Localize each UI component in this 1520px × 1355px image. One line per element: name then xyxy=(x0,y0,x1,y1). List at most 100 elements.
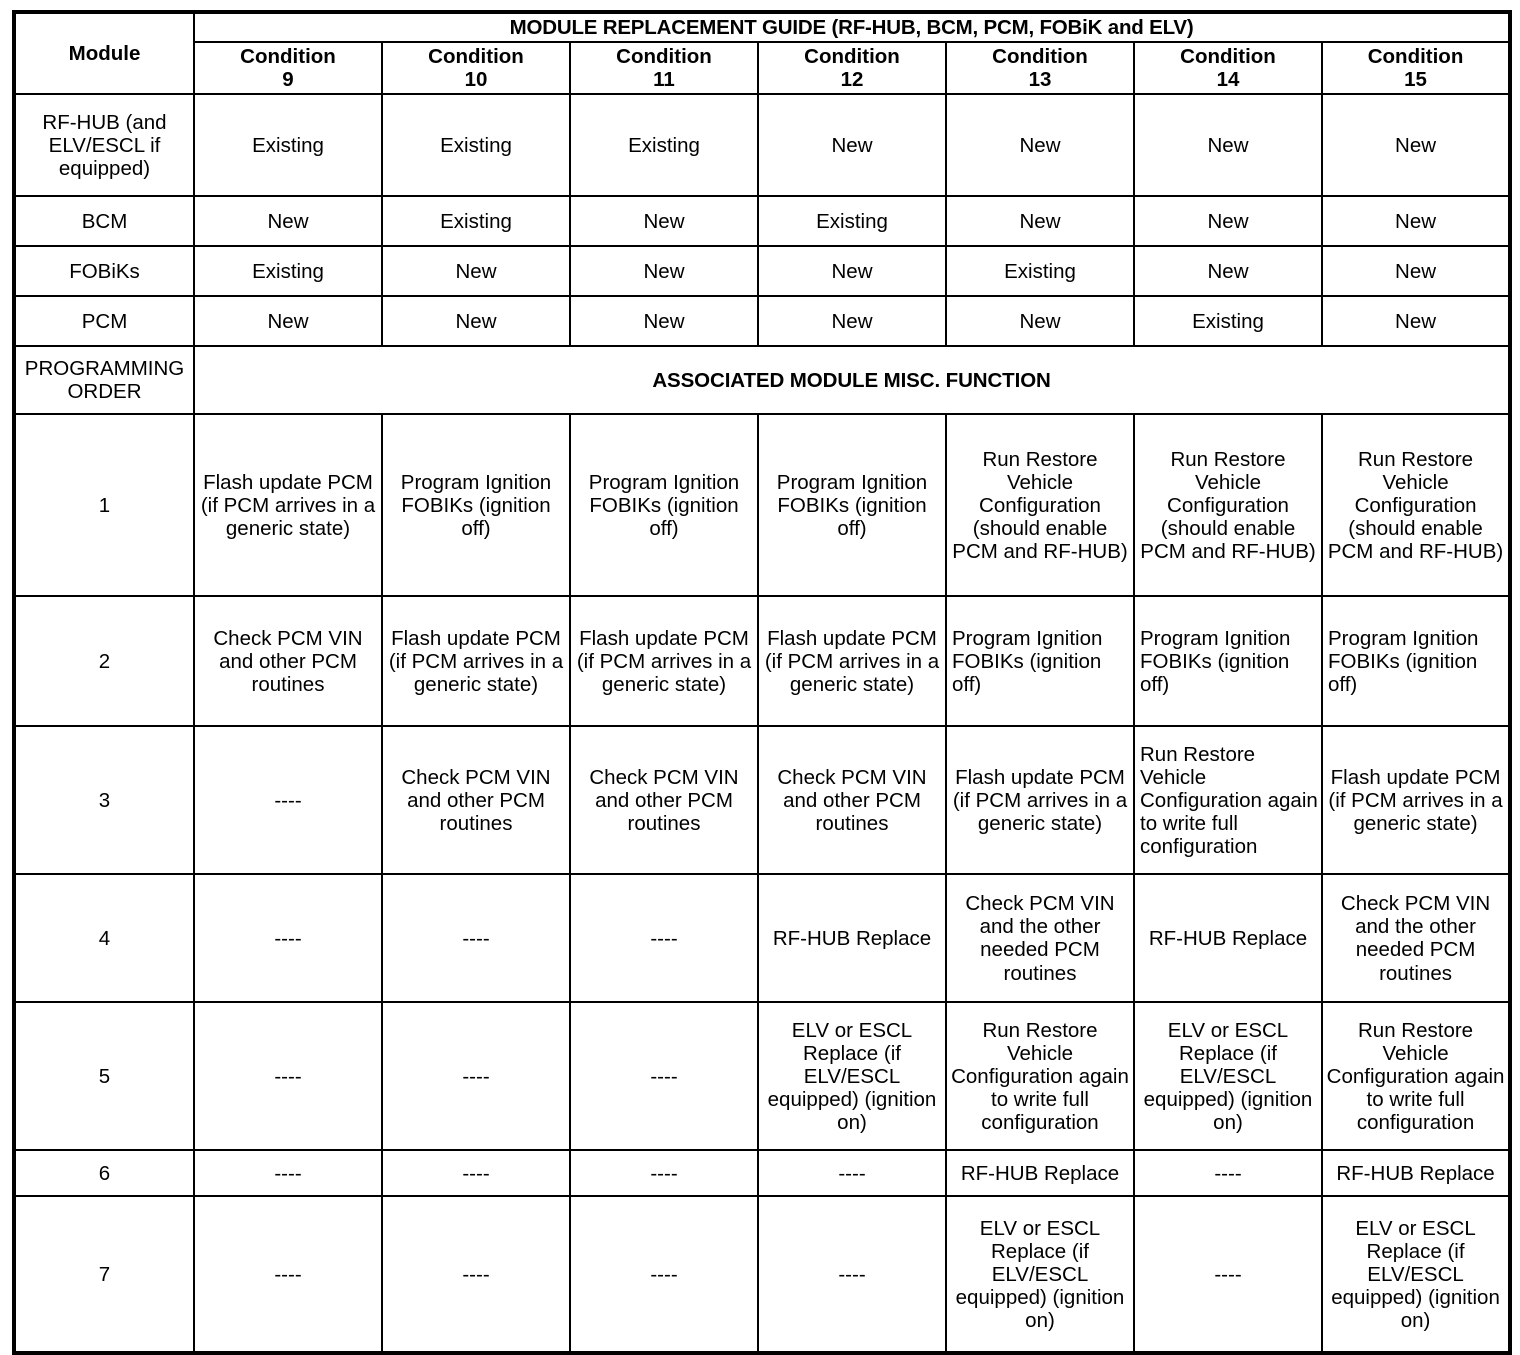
module-name-line: equipped) xyxy=(58,157,151,181)
cell-order1-cond10: Program Ignition FOBIKs (ignition off) xyxy=(381,413,571,598)
cell-order1-cond9: Flash update PCM (if PCM arrives in a ge… xyxy=(193,413,383,598)
table-row: RF-HUB (and ELV/ESCL if equipped) Existi… xyxy=(13,93,1512,198)
order-number: 2 xyxy=(13,595,195,728)
cell-order4-cond14: RF-HUB Replace xyxy=(1133,873,1323,1004)
condition-header-13: Condition 13 xyxy=(945,41,1135,96)
condition-header-15: Condition 15 xyxy=(1320,41,1512,96)
cell-order7-cond12: ---- xyxy=(757,1195,947,1355)
cell-order7-cond15: ELV or ESCL Replace (if ELV/ESCL equippe… xyxy=(1320,1195,1512,1355)
cell-order6-cond10: ---- xyxy=(381,1149,571,1198)
condition-header-9: Condition 9 xyxy=(193,41,383,96)
condition-word: Condition xyxy=(804,45,900,69)
condition-header-10: Condition 10 xyxy=(381,41,571,96)
condition-word: Condition xyxy=(616,45,712,69)
cell-pcm-cond9: New xyxy=(193,295,383,348)
cell-order3-cond14: Run Restore Vehicle Configuration again … xyxy=(1133,725,1323,876)
cell-order2-cond11: Flash update PCM (if PCM arrives in a ge… xyxy=(569,595,759,728)
module-replacement-guide-table: Module MODULE REPLACEMENT GUIDE (RF-HUB,… xyxy=(12,10,1513,1355)
module-name-pcm: PCM xyxy=(13,295,195,348)
table-row: 3 ---- Check PCM VIN and other PCM routi… xyxy=(13,725,1512,876)
cell-order2-cond13: Program Ignition FOBIKs (ignition off) xyxy=(945,595,1135,728)
condition-word: Condition xyxy=(992,45,1088,69)
cell-fobiks-cond12: New xyxy=(757,245,947,298)
condition-header-11: Condition 11 xyxy=(569,41,759,96)
cell-order5-cond10: ---- xyxy=(381,1001,571,1152)
order-number: 6 xyxy=(13,1149,195,1198)
cell-bcm-cond14: New xyxy=(1133,195,1323,248)
cell-order1-cond15: Run Restore Vehicle Configuration (shoul… xyxy=(1320,413,1512,598)
table-row: 7 ---- ---- ---- ---- ELV or ESCL Replac… xyxy=(13,1195,1512,1355)
cell-order3-cond13: Flash update PCM (if PCM arrives in a ge… xyxy=(945,725,1135,876)
cell-fobiks-cond10: New xyxy=(381,245,571,298)
cell-order5-cond9: ---- xyxy=(193,1001,383,1152)
cell-order6-cond14: ---- xyxy=(1133,1149,1323,1198)
cell-order6-cond9: ---- xyxy=(193,1149,383,1198)
condition-word: Condition xyxy=(240,45,336,69)
cell-fobiks-cond13: Existing xyxy=(945,245,1135,298)
cell-order4-cond15: Check PCM VIN and the other needed PCM r… xyxy=(1320,873,1512,1004)
condition-number: 15 xyxy=(1404,68,1427,92)
cell-order7-cond9: ---- xyxy=(193,1195,383,1355)
condition-number: 12 xyxy=(840,68,864,92)
associated-module-misc-function-banner: ASSOCIATED MODULE MISC. FUNCTION xyxy=(192,345,1512,416)
module-name-bcm: BCM xyxy=(13,195,195,248)
guide-title-banner: MODULE REPLACEMENT GUIDE (RF-HUB, BCM, P… xyxy=(192,10,1512,44)
cell-order6-cond15: RF-HUB Replace xyxy=(1320,1149,1512,1198)
table-row: 5 ---- ---- ---- ELV or ESCL Replace (if… xyxy=(13,1001,1512,1152)
cell-rf-hub-cond10: Existing xyxy=(381,93,571,198)
cell-rf-hub-cond9: Existing xyxy=(193,93,383,198)
cell-order5-cond14: ELV or ESCL Replace (if ELV/ESCL equippe… xyxy=(1133,1001,1323,1152)
order-number: 7 xyxy=(13,1195,195,1355)
table-row: 4 ---- ---- ---- RF-HUB Replace Check PC… xyxy=(13,873,1512,1004)
title-row: Module MODULE REPLACEMENT GUIDE (RF-HUB,… xyxy=(13,10,1512,96)
cell-order2-cond10: Flash update PCM (if PCM arrives in a ge… xyxy=(381,595,571,728)
condition-number: 13 xyxy=(1028,68,1052,92)
cell-order3-cond12: Check PCM VIN and other PCM routines xyxy=(757,725,947,876)
cell-order5-cond13: Run Restore Vehicle Configuration again … xyxy=(945,1001,1135,1152)
cell-fobiks-cond9: Existing xyxy=(193,245,383,298)
cell-order3-cond11: Check PCM VIN and other PCM routines xyxy=(569,725,759,876)
cell-bcm-cond13: New xyxy=(945,195,1135,248)
cell-fobiks-cond11: New xyxy=(569,245,759,298)
condition-header-14: Condition 14 xyxy=(1133,41,1323,96)
cell-order4-cond11: ---- xyxy=(569,873,759,1004)
cell-rf-hub-cond12: New xyxy=(757,93,947,198)
cell-pcm-cond10: New xyxy=(381,295,571,348)
cell-order5-cond11: ---- xyxy=(569,1001,759,1152)
cell-fobiks-cond14: New xyxy=(1133,245,1323,298)
cell-order7-cond13: ELV or ESCL Replace (if ELV/ESCL equippe… xyxy=(945,1195,1135,1355)
module-name-fobiks: FOBiKs xyxy=(13,245,195,298)
table-row: 1 Flash update PCM (if PCM arrives in a … xyxy=(13,413,1512,598)
order-number: 4 xyxy=(13,873,195,1004)
cell-bcm-cond10: Existing xyxy=(381,195,571,248)
programming-order-label: PROGRAMMING ORDER xyxy=(13,345,195,416)
cell-order6-cond12: ---- xyxy=(757,1149,947,1198)
programming-order-label-line: ORDER xyxy=(67,380,142,404)
cell-order5-cond15: Run Restore Vehicle Configuration again … xyxy=(1320,1001,1512,1152)
cell-order7-cond11: ---- xyxy=(569,1195,759,1355)
cell-bcm-cond11: New xyxy=(569,195,759,248)
cell-fobiks-cond15: New xyxy=(1320,245,1512,298)
cell-order1-cond12: Program Ignition FOBIKs (ignition off) xyxy=(757,413,947,598)
order-number: 5 xyxy=(13,1001,195,1152)
module-column-header: Module xyxy=(13,10,195,96)
cell-order2-cond9: Check PCM VIN and other PCM routines xyxy=(193,595,383,728)
table-row: BCM New Existing New Existing New New Ne… xyxy=(13,195,1512,248)
cell-rf-hub-cond13: New xyxy=(945,93,1135,198)
cell-order3-ordernum: 3 xyxy=(13,725,195,876)
table-row: 6 ---- ---- ---- ---- RF-HUB Replace ---… xyxy=(13,1149,1512,1198)
cell-order5-cond12: ELV or ESCL Replace (if ELV/ESCL equippe… xyxy=(757,1001,947,1152)
cell-order2-cond12: Flash update PCM (if PCM arrives in a ge… xyxy=(757,595,947,728)
cell-order1-cond13: Run Restore Vehicle Configuration (shoul… xyxy=(945,413,1135,598)
condition-number: 10 xyxy=(464,68,488,92)
condition-word: Condition xyxy=(1180,45,1276,69)
programming-order-label-line: PROGRAMMING xyxy=(24,357,185,381)
cell-pcm-cond12: New xyxy=(757,295,947,348)
condition-number: 14 xyxy=(1216,68,1240,92)
table-row: FOBiKs Existing New New New Existing New… xyxy=(13,245,1512,298)
condition-word: Condition xyxy=(428,45,524,69)
condition-header-12: Condition 12 xyxy=(757,41,947,96)
cell-rf-hub-cond14: New xyxy=(1133,93,1323,198)
cell-order4-cond12: RF-HUB Replace xyxy=(757,873,947,1004)
